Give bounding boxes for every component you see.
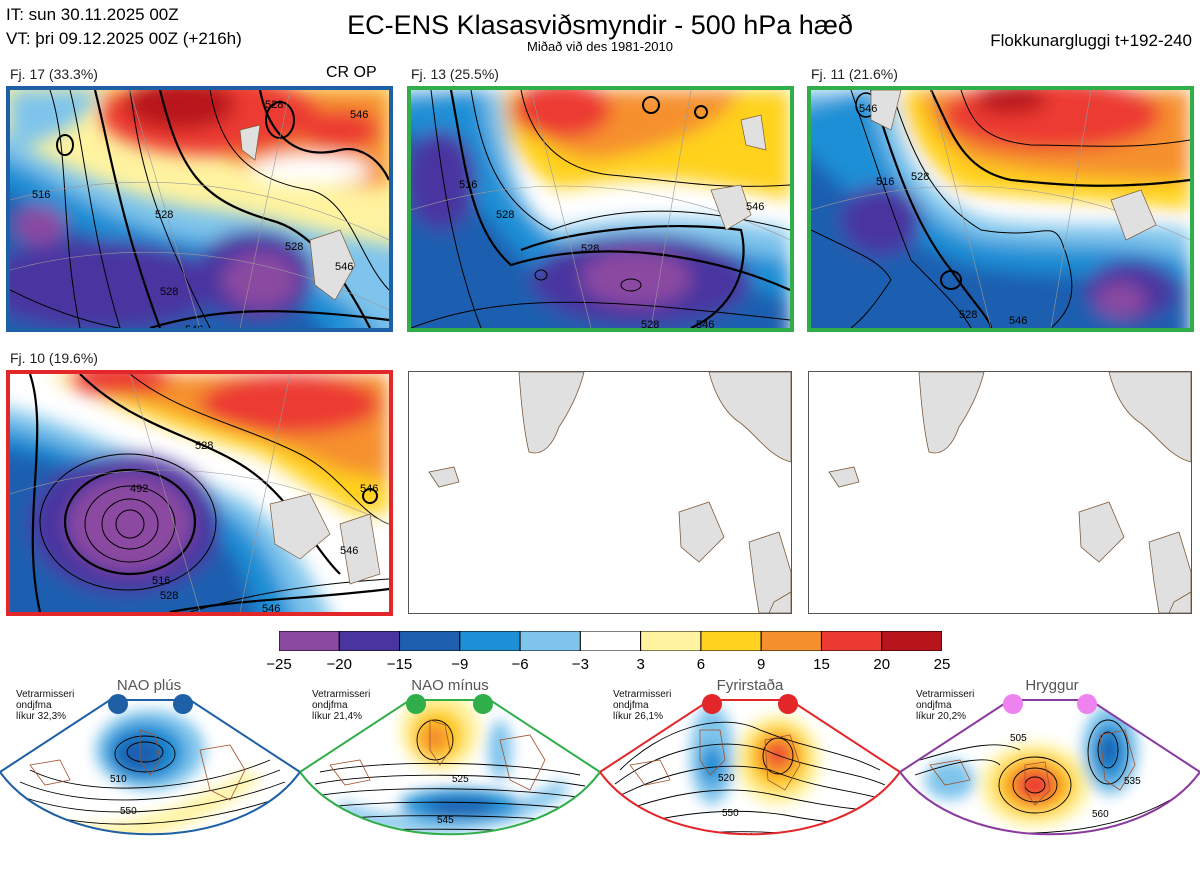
colorbar-swatch: [579, 630, 642, 652]
regime-2-note: Vetrarmisseri ondjfma líkur 21,4%: [312, 689, 371, 722]
regime-3-contour-label: 520: [718, 773, 735, 784]
panel-1-extra: CR OP: [326, 64, 377, 81]
regime-3-note: Vetrarmisseri ondjfma líkur 26,1%: [613, 689, 672, 722]
regime-3-contour-label: 550: [722, 808, 739, 819]
empty-map-1: [408, 371, 792, 614]
p2-contour-label: 516: [459, 179, 477, 191]
colorbar-tick-label: −3: [571, 656, 589, 673]
colorbar-tick-label: 15: [813, 656, 830, 673]
p4-contour-label: 546: [360, 483, 378, 495]
panel-4-label: Fj. 10 (19.6%): [10, 350, 98, 366]
p3-contour-label: 528: [911, 171, 929, 183]
regime-1-map: 510 550: [0, 694, 300, 836]
colorbar-tick-label: −15: [386, 656, 413, 673]
regime-1-contour-label: 510: [110, 774, 127, 785]
p4-contour-label: 516: [152, 575, 170, 587]
regime-4-note: Vetrarmisseri ondjfma líkur 20,2%: [916, 689, 975, 722]
colorbar-swatch: [338, 630, 401, 652]
panel-1-label: Fj. 17 (33.3%): [10, 66, 98, 82]
p4-contour-label: 546: [262, 603, 280, 612]
cluster-map-2: 528 516 528 546 546 528: [407, 86, 794, 332]
colorbar-swatch: [278, 630, 340, 652]
p4-contour-label: 546: [340, 545, 358, 557]
p2-contour-label: 546: [746, 201, 764, 213]
p3-contour-label: 546: [1009, 315, 1027, 327]
regime-1-note: Vetrarmisseri ondjfma líkur 32,3%: [16, 689, 75, 722]
colorbar-swatch: [519, 630, 581, 652]
empty-map-2: [808, 371, 1192, 614]
p4-contour-label: 492: [130, 483, 148, 495]
colorbar-tick-label: −6: [511, 656, 529, 673]
colorbar-tick-label: −20: [326, 656, 352, 673]
regime-2-contour-label: 545: [437, 815, 454, 826]
colorbar-tick-label: 9: [757, 656, 766, 673]
p4-contour-label: 528: [195, 440, 213, 452]
p1-contour-label: 528: [155, 209, 173, 221]
regime-1-contour-label: 550: [120, 806, 137, 817]
classification-window: Flokkunargluggi t+192-240: [990, 31, 1192, 50]
regime-4-name: Hryggur: [1025, 677, 1079, 694]
p1-contour-label: 546: [335, 261, 353, 273]
colorbar-swatch: [459, 630, 521, 652]
regime-2-contour-label: 565: [447, 850, 464, 861]
p1-contour-label: 516: [32, 189, 50, 201]
p1-contour-label: 528: [265, 99, 283, 111]
panel-3-label: Fj. 11 (21.6%): [811, 66, 898, 82]
p4-contour-label: 528: [160, 590, 178, 602]
p3-contour-label: 528: [959, 309, 977, 321]
regime-3-name: Fyrirstaða: [716, 677, 784, 694]
cluster-map-4: 528 492 516 528 546 546 546: [6, 370, 393, 616]
chart-title: EC-ENS Klasasviðsmyndir - 500 hPa hæð: [347, 10, 853, 40]
p3-contour-label: 516: [876, 176, 894, 188]
chart-subtitle: Miðað við des 1981-2010: [527, 39, 673, 54]
regime-4-contour-label: 560: [1092, 809, 1109, 820]
colorbar-swatch: [820, 630, 883, 652]
colorbar-tick-label: −9: [451, 656, 469, 673]
panel-2-label: Fj. 13 (25.5%): [411, 66, 499, 82]
regime-1-name: NAO plús: [116, 677, 182, 694]
p1-contour-label: 528: [160, 286, 178, 298]
colorbar-tick-label: −25: [266, 656, 292, 673]
valid-time: VT: þri 09.12.2025 00Z (+216h): [6, 29, 242, 48]
regime-2-map: 525 545 565: [300, 694, 600, 861]
regime-4-contour-label: 535: [1124, 776, 1141, 787]
p1-contour-label: 546: [185, 324, 203, 328]
colorbar-tick-label: 25: [933, 656, 951, 673]
p3-contour-label: 546: [859, 103, 877, 115]
regime-3-contour-label: 560: [737, 832, 754, 843]
regime-3-map: 520 550 560: [600, 694, 900, 843]
colorbar-swatch: [399, 630, 461, 652]
p2-contour-label: 528: [496, 209, 514, 221]
p2-contour-label: 528: [641, 319, 659, 328]
colorbar-swatch: [700, 630, 762, 652]
cluster-map-1: 528 516 528 546 528 546 546 528: [6, 86, 393, 332]
p2-contour-label: 528: [581, 243, 599, 255]
regime-2-name: NAO mínus: [411, 677, 489, 694]
p2-contour-label: 546: [696, 319, 714, 328]
colorbar-swatch: [640, 630, 702, 652]
colorbar-swatch: [760, 630, 822, 652]
colorbar-swatch: [881, 630, 943, 652]
init-time: IT: sun 30.11.2025 00Z: [6, 5, 179, 24]
regime-2-contour-label: 525: [452, 774, 469, 785]
colorbar-tick-label: 6: [696, 656, 706, 673]
cluster-map-3: 546 528 516 528 546: [807, 86, 1194, 332]
regime-4-map: 505 535 560: [900, 694, 1200, 836]
colorbar-tick-label: 20: [873, 656, 891, 673]
p1-contour-label: 528: [285, 241, 303, 253]
p1-contour-label: 546: [350, 109, 368, 121]
colorbar: [278, 630, 943, 652]
colorbar-tick-label: 3: [636, 656, 645, 673]
regime-4-contour-label: 505: [1010, 733, 1027, 744]
